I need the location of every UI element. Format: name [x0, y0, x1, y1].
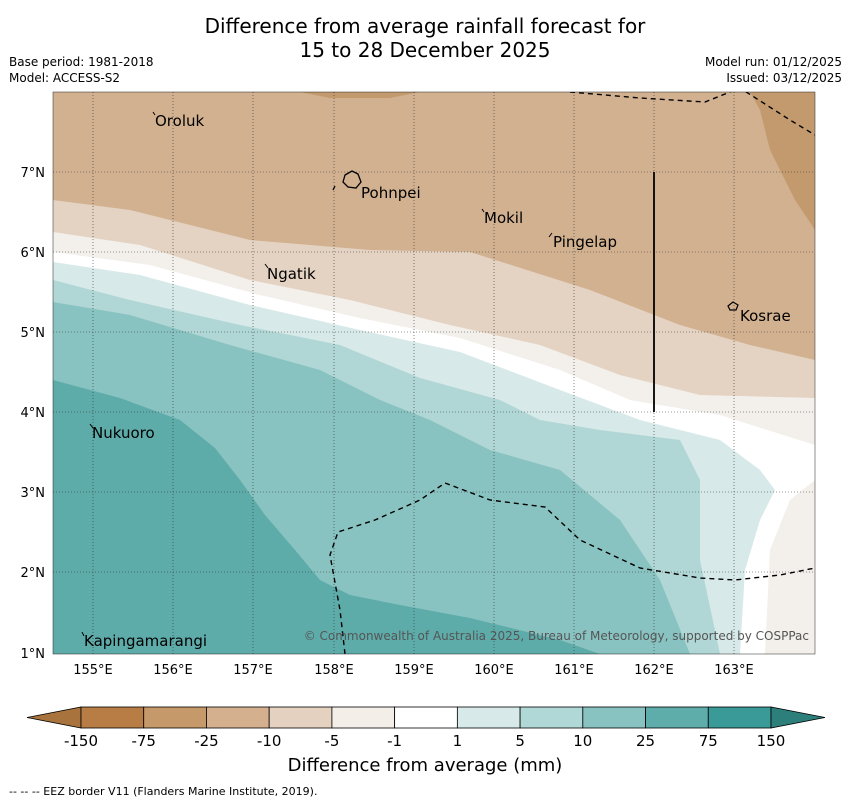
nukuoro-marker	[89, 423, 94, 429]
colorbar-segment	[80, 706, 145, 729]
lat-label-4n: 4°N	[21, 406, 46, 421]
place-label-oroluk: Oroluk	[155, 112, 204, 130]
lon-label-163e: 163°E	[714, 663, 754, 678]
issued-date: Issued: 03/12/2025	[726, 71, 842, 85]
place-label-nukuoro: Nukuoro	[92, 424, 155, 442]
band-pos-25	[53, 380, 600, 654]
place-label-kapingamarangi: Kapingamarangi	[84, 632, 207, 650]
lon-label-161e: 161°E	[554, 663, 594, 678]
lat-label-1n: 1°N	[21, 647, 46, 662]
colorbar: -150 -75 -25 -10 -5 -1 1 5 10 25 75 150	[26, 706, 826, 750]
title-line-2: 15 to 28 December 2025	[299, 38, 551, 62]
lon-label-160e: 160°E	[474, 663, 514, 678]
colorbar-tick-label: 150	[757, 732, 786, 750]
meta-left: Base period: 1981-2018 Model: ACCESS-S2	[9, 54, 154, 86]
colorbar-tick-label: 75	[699, 732, 718, 750]
oroluk-marker	[152, 111, 156, 116]
graticule	[53, 92, 815, 654]
eez-border	[329, 92, 815, 654]
colorbar-extend-min	[26, 706, 82, 729]
map-field	[53, 92, 815, 654]
lat-label-3n: 3°N	[21, 486, 46, 501]
colorbar-tick-label: -150	[64, 732, 98, 750]
colorbar-segment	[268, 706, 333, 729]
colorbar-segment	[456, 706, 521, 729]
copyright-notice: © Commonwealth of Australia 2025, Bureau…	[304, 629, 809, 643]
place-label-ngatik: Ngatik	[267, 265, 316, 283]
lon-label-159e: 159°E	[394, 663, 434, 678]
colorbar-extend-max	[770, 706, 826, 729]
pohnpei-islet-mark	[332, 185, 336, 191]
eez-legend-footer: -- -- -- EEZ border V11 (Flanders Marine…	[9, 785, 318, 798]
pohnpei-island-shape	[342, 170, 362, 189]
colorbar-tick-label: -5	[324, 732, 339, 750]
model-name: Model: ACCESS-S2	[9, 71, 121, 85]
lon-label-156e: 156°E	[153, 663, 193, 678]
colorbar-segment	[331, 706, 396, 729]
place-label-pohnpei: Pohnpei	[361, 184, 421, 202]
colorbar-tick-label: 1	[453, 732, 463, 750]
base-period: Base period: 1981-2018	[9, 55, 154, 69]
colorbar-tick-label: -25	[194, 732, 219, 750]
colorbar-tick-label: 25	[636, 732, 655, 750]
colorbar-tick-label: 5	[515, 732, 525, 750]
chart-title: Difference from average rainfall forecas…	[0, 14, 850, 62]
place-label-mokil: Mokil	[484, 209, 523, 227]
mokil-marker	[481, 208, 485, 213]
colorbar-title: Difference from average (mm)	[287, 755, 563, 776]
colorbar-tick-label: -1	[387, 732, 402, 750]
title-line-1: Difference from average rainfall forecas…	[204, 14, 646, 38]
colorbar-segment	[394, 706, 458, 729]
pingelap-marker	[548, 232, 553, 238]
ngatik-marker	[264, 263, 269, 269]
colorbar-tick-label: -75	[131, 732, 156, 750]
colorbar-tick-label: -10	[257, 732, 282, 750]
place-label-kosrae: Kosrae	[740, 307, 791, 325]
band-east-neg	[765, 500, 815, 654]
place-label-pingelap: Pingelap	[553, 233, 617, 251]
lon-label-155e: 155°E	[73, 663, 113, 678]
kapingamarangi-marker	[81, 631, 85, 637]
band-neg-75	[300, 92, 815, 230]
meta-right: Model run: 01/12/2025 Issued: 03/12/2025	[705, 54, 842, 86]
lon-axis-labels: 155°E 156°E 157°E 158°E 159°E 160°E 161°…	[73, 663, 754, 678]
kosrae-island-shape	[727, 301, 739, 311]
model-run: Model run: 01/12/2025	[704, 55, 842, 69]
colorbar-segment	[707, 706, 772, 729]
lat-label-5n: 5°N	[21, 326, 46, 341]
place-labels: Oroluk Pohnpei Mokil Pingelap Ngatik Kos…	[84, 112, 791, 650]
colorbar-segment	[206, 706, 270, 729]
lon-label-162e: 162°E	[634, 663, 674, 678]
lat-label-2n: 2°N	[21, 566, 46, 581]
lat-label-6n: 6°N	[21, 246, 46, 261]
lat-axis-labels: 7°N 6°N 5°N 4°N 3°N 2°N 1°N	[21, 166, 46, 662]
colorbar-segment	[582, 706, 646, 729]
lat-label-7n: 7°N	[21, 166, 46, 181]
colorbar-segment	[645, 706, 709, 729]
lon-label-157e: 157°E	[233, 663, 273, 678]
map-frame	[52, 91, 816, 655]
lon-label-158e: 158°E	[314, 663, 354, 678]
colorbar-tick-label: 10	[573, 732, 592, 750]
colorbar-segment	[143, 706, 207, 729]
colorbar-segment	[519, 706, 584, 729]
